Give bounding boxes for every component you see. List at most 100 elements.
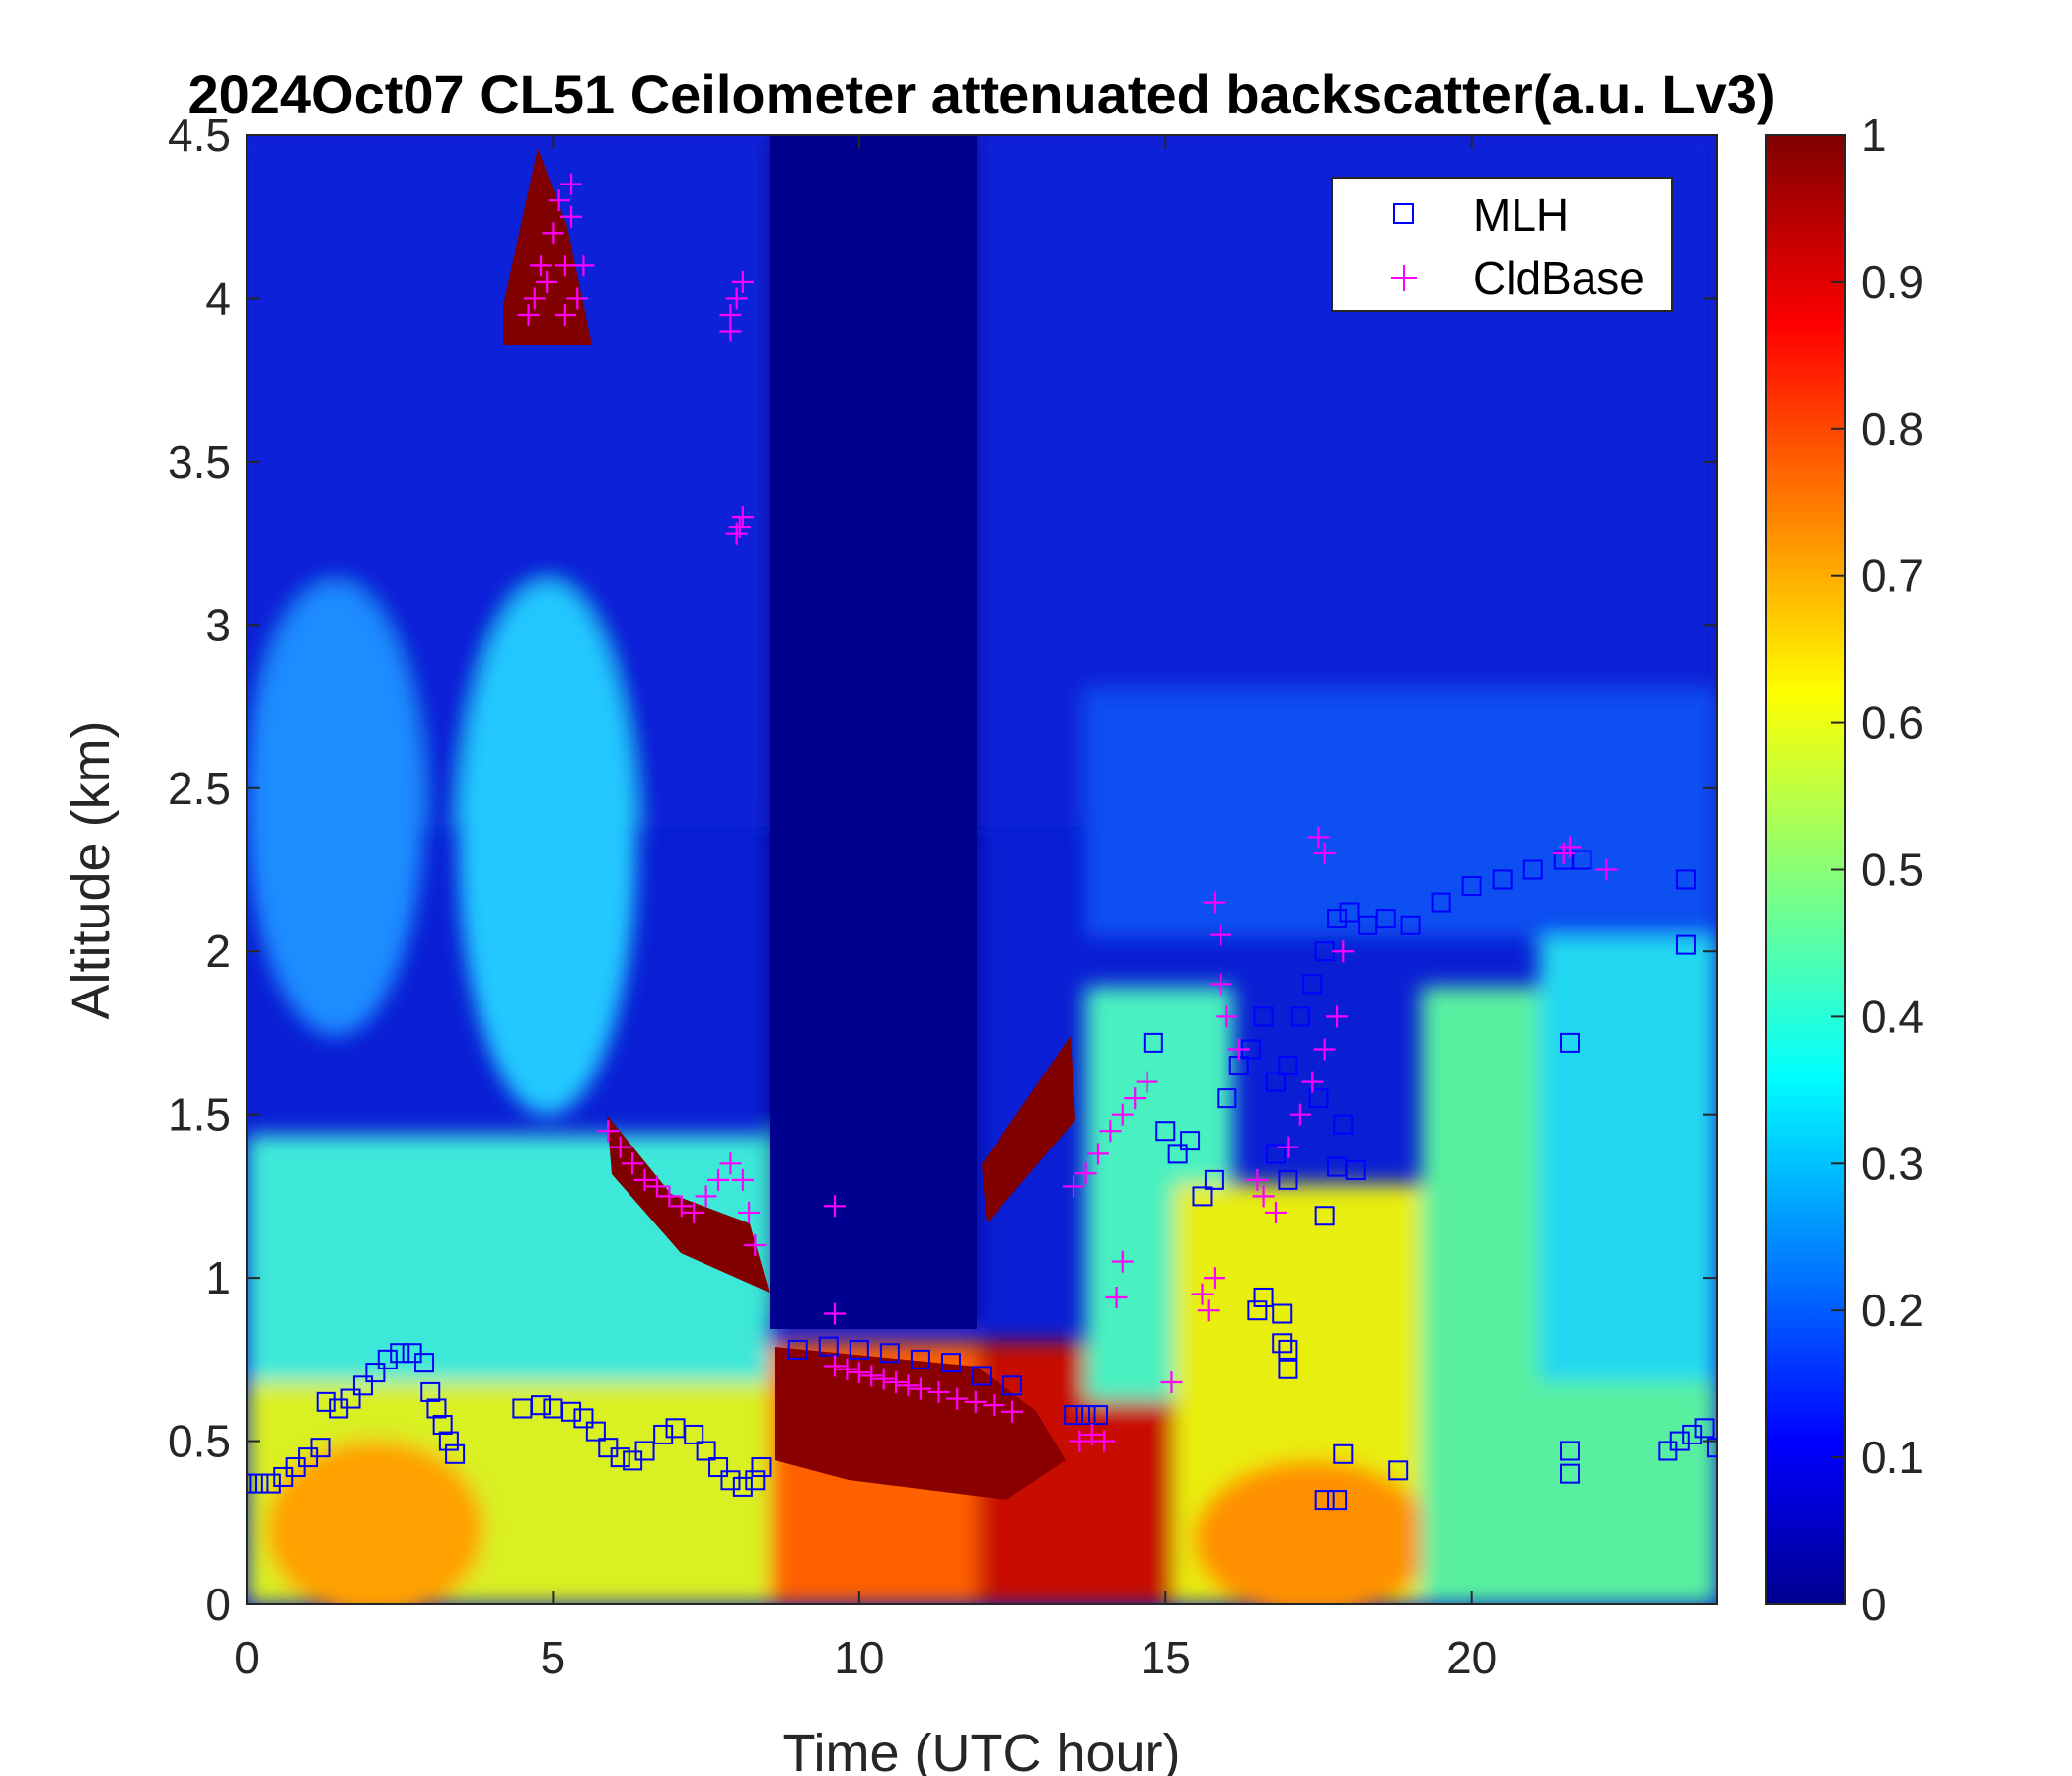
cldbase-point	[1086, 1143, 1109, 1165]
cldbase-point	[897, 1374, 920, 1397]
cldbase-point	[1136, 1071, 1158, 1093]
mlh-point	[1669, 1431, 1690, 1451]
mlh-point	[751, 1457, 772, 1478]
mlh-point	[879, 1343, 900, 1364]
mlh-point	[1327, 909, 1348, 929]
mlh-point	[1492, 869, 1513, 890]
mlh-point	[1290, 1006, 1310, 1027]
mlh-point	[1560, 1463, 1580, 1484]
mlh-point	[445, 1443, 466, 1464]
cldbase-point	[1069, 1430, 1091, 1452]
cldbase-point	[1124, 1087, 1147, 1110]
mlh-point	[1247, 1300, 1268, 1321]
colorbar-tick-label: 0.8	[1861, 404, 1924, 455]
mlh-point	[414, 1353, 435, 1373]
x-tick-label: 5	[541, 1632, 566, 1683]
mlh-point	[1333, 1114, 1354, 1135]
mlh-point	[438, 1431, 459, 1451]
mlh-point	[849, 1339, 869, 1360]
cldbase-point	[1301, 1071, 1324, 1093]
cldbase-point	[1227, 1038, 1250, 1061]
cldbase-point	[872, 1368, 895, 1390]
mlh-point	[531, 1395, 551, 1416]
mlh-point	[432, 1415, 453, 1436]
mlh-point	[1253, 1287, 1274, 1307]
y-axis-label: Altitude (km)	[61, 720, 120, 1019]
cldbase-point	[1307, 826, 1330, 849]
cldbase-point	[523, 287, 546, 310]
mlh-point	[1278, 1169, 1298, 1190]
x-tick-label: 15	[1141, 1632, 1191, 1683]
cldbase-point	[1197, 1299, 1220, 1322]
mlh-point	[573, 1408, 594, 1429]
mlh-point	[390, 1343, 410, 1364]
mlh-point	[420, 1381, 441, 1402]
cloud-layer-4km	[503, 148, 592, 345]
y-tick-label: 2	[205, 925, 231, 977]
mlh-point	[1308, 1088, 1329, 1109]
cldbase-point	[744, 1234, 767, 1257]
cldbase-point	[1246, 1168, 1269, 1191]
cldbase-point	[731, 1168, 754, 1191]
cyan-plume-b	[459, 582, 636, 1115]
y-tick-label: 0.5	[168, 1416, 231, 1467]
legend-mlh-marker	[1393, 203, 1414, 224]
backscatter-heatmap	[247, 135, 1717, 1604]
cldbase-point	[609, 1136, 631, 1158]
colorbar-tick-label: 1	[1861, 110, 1887, 161]
mlh-point	[787, 1339, 808, 1360]
cldbase-point	[1216, 1005, 1238, 1028]
mlh-point	[340, 1388, 361, 1409]
cldbase-point	[566, 287, 589, 310]
cldbase-point	[1080, 1423, 1103, 1445]
mlh-point	[1278, 1359, 1298, 1379]
mlh-point	[653, 1424, 674, 1444]
warm-core-right	[1194, 1460, 1431, 1604]
cldbase-point	[572, 255, 595, 277]
legend-cldbase-label: CldBase	[1473, 253, 1645, 304]
mlh-point	[1180, 1131, 1201, 1151]
cldbase-point	[1210, 973, 1232, 996]
plot-frame	[246, 134, 1718, 1605]
cldbase-point	[1313, 1038, 1336, 1061]
legend-box	[1331, 177, 1673, 312]
cldbase-point	[670, 1195, 693, 1218]
mlh-point	[260, 1473, 281, 1494]
cldbase-point	[622, 1152, 644, 1175]
cloud-layer-1p2km-right	[982, 1036, 1075, 1223]
cldbase-point	[1559, 836, 1581, 858]
y-tick-label: 3.5	[168, 436, 231, 487]
mlh-point	[818, 1336, 839, 1357]
mlh-point	[972, 1366, 992, 1386]
cldbase-point	[946, 1387, 969, 1410]
cldbase-point	[554, 255, 576, 277]
mlh-point	[1278, 1056, 1298, 1076]
cldbase-point	[1001, 1400, 1024, 1423]
x-tick-label: 10	[834, 1632, 884, 1683]
cldbase-point	[1099, 1120, 1122, 1143]
cldbase-point	[633, 1168, 656, 1191]
blue-mid-right	[1085, 691, 1717, 937]
cldbase-point	[542, 222, 564, 245]
y-tick-label: 1	[205, 1252, 231, 1303]
mlh-point	[1560, 1032, 1580, 1053]
y-tick-label: 3	[205, 599, 231, 650]
cldbase-point	[848, 1362, 870, 1384]
mlh-point	[1278, 1339, 1298, 1360]
cldbase-point	[824, 1195, 846, 1218]
mlh-point	[1675, 934, 1696, 955]
cldbase-point	[645, 1175, 668, 1198]
cldbase-point	[836, 1358, 858, 1380]
cldbase-point	[1074, 1162, 1097, 1185]
mlh-point	[610, 1447, 630, 1468]
cldbase-point	[560, 173, 583, 195]
mlh-point	[365, 1363, 386, 1383]
colorbar-tick-label: 0.3	[1861, 1138, 1924, 1189]
data-markers	[247, 173, 1717, 1511]
cyan-plume-a	[247, 582, 424, 1036]
colorbar-tick-label: 0.5	[1861, 845, 1924, 896]
legend-mlh-label: MLH	[1473, 189, 1569, 241]
mlh-point	[1388, 1460, 1409, 1481]
mlh-point	[1707, 1438, 1717, 1458]
